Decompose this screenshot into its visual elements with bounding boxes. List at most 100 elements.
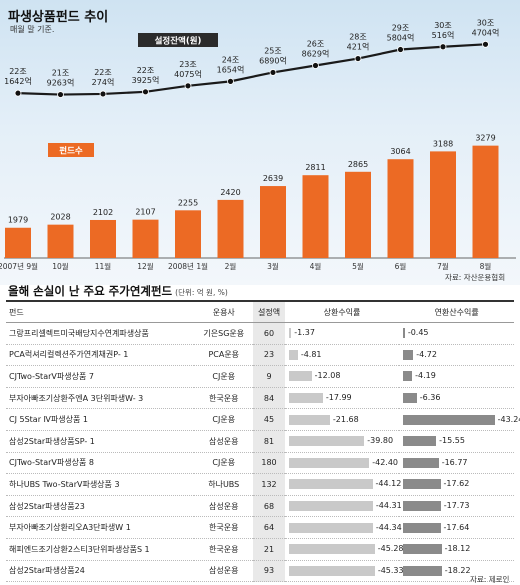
annualized-bar: [403, 501, 441, 512]
bar: [387, 159, 414, 258]
table-row: 부자아빠조기상환리오A3단파생W 1 한국운용 64 -44.34 -17.64: [6, 516, 514, 539]
bar-track: -6.36: [399, 392, 514, 404]
return-value-label: -4.81: [300, 349, 322, 359]
bar: [302, 175, 329, 258]
line-value-label: 22조: [137, 66, 155, 75]
line-value-label: 8629억: [302, 49, 330, 59]
bar-track: -17.64: [399, 522, 514, 534]
table-row: 해피엔드조기상환2스티3단위파생상품S 1 한국운용 21 -45.28 -18.12: [6, 538, 514, 561]
line-value-label: 9263억: [47, 78, 75, 88]
return-bar: [288, 501, 373, 512]
line-point: [227, 77, 234, 85]
bar-track: -17.99: [285, 392, 400, 404]
table-header-row: 펀드 운용사 설정액 상환수익률 연환산수익률: [6, 300, 514, 323]
return-bar: [288, 349, 298, 360]
return-bar: [288, 371, 312, 382]
header-return: 상환수익률: [284, 300, 400, 323]
company-cell: 한국운용: [194, 387, 254, 410]
size-cell: 23: [253, 344, 285, 367]
return-cell: -39.80: [284, 430, 400, 453]
line-point: [184, 82, 192, 90]
bar-value-label: 2107: [135, 208, 155, 217]
bar-track: -44.31: [285, 500, 402, 512]
fund-name-cell: CJTwo-StarV파생상품 7: [6, 365, 195, 388]
bar-track: -4.81: [285, 349, 400, 361]
return-cell: -12.08: [284, 365, 400, 388]
fund-name-cell: 부자아빠조기상환리오A3단파생W 1: [6, 516, 195, 539]
annualized-value-label: -18.22: [444, 565, 471, 575]
annualized-bar: [403, 565, 442, 576]
line-value-label: 30조: [477, 18, 495, 27]
bar-track: -12.08: [285, 370, 400, 382]
bar-track: -44.12: [285, 478, 401, 490]
return-cell: -45.33: [284, 560, 404, 583]
size-cell: 132: [253, 473, 285, 496]
bar-value-label: 2102: [93, 208, 113, 217]
bar: [430, 151, 456, 258]
return-value-label: -45.28: [377, 544, 404, 554]
return-cell: -21.68: [284, 408, 400, 431]
line-point: [354, 55, 362, 62]
bar: [47, 224, 74, 258]
size-cell: 180: [253, 452, 285, 475]
size-cell: 21: [253, 538, 285, 561]
x-tick-label: 8월: [480, 261, 492, 271]
return-value-label: -1.37: [294, 328, 315, 338]
annualized-bar: [403, 544, 442, 555]
line-value-label: 28조: [349, 33, 367, 42]
bar-legend-box: [48, 143, 94, 157]
return-bar: [288, 393, 323, 404]
annualized-bar: [403, 414, 495, 425]
company-cell: 기은SG운용: [194, 322, 254, 345]
bar-track: -4.72: [399, 349, 514, 361]
line-value-label: 26조: [307, 40, 325, 49]
fund-name-cell: CJ 5Star Ⅳ파생상품 1: [6, 408, 195, 431]
line-point: [269, 69, 277, 76]
line-value-label: 25조: [264, 46, 282, 55]
loss-fund-table: 펀드 운용사 설정액 상환수익률 연환산수익률 그랑프리셀렉트미국배당지수연계파…: [6, 300, 520, 583]
return-value-label: -12.08: [314, 371, 341, 381]
fund-name-cell: 그랑프리셀렉트미국배당지수연계파생상품: [6, 322, 195, 345]
size-cell: 93: [253, 560, 285, 583]
company-cell: 하나UBS: [194, 473, 254, 496]
line-value-label: 24조: [222, 55, 240, 64]
line-value-label: 516억: [432, 30, 455, 40]
size-cell: 64: [253, 516, 285, 539]
bar-track: -39.80: [285, 435, 400, 447]
line-value-label: 274억: [92, 77, 115, 87]
table-row: PCA럭셔리컬렉션주가연계채권P- 1 PCA운용 23 -4.81 -4.72: [6, 344, 514, 367]
fund-name-cell: CJTwo-StarV파생상품 8: [6, 452, 195, 475]
return-cell: -42.40: [284, 452, 400, 475]
bar-value-label: 3064: [390, 147, 410, 156]
fund-name-cell: 부자아빠조기상환주엔A 3단위파생W- 3: [6, 387, 195, 410]
chart-title: 파생상품펀드 추이: [8, 10, 109, 25]
bar-legend-label: 펀드수: [59, 146, 83, 157]
annualized-cell: -17.64: [399, 516, 514, 539]
line-value-label: 29조: [392, 24, 410, 33]
size-cell: 60: [253, 322, 285, 345]
company-cell: 한국운용: [194, 538, 254, 561]
return-cell: -44.31: [284, 495, 402, 518]
line-value-label: 5804억: [387, 33, 415, 43]
annualized-bar: [403, 349, 414, 360]
line-point: [439, 43, 447, 51]
company-cell: PCA운용: [194, 344, 254, 367]
return-value-label: -39.80: [367, 436, 394, 446]
table-source: 자료: 제로인: [470, 575, 510, 584]
header-annualized: 연환산수익률: [399, 300, 514, 323]
table-row: CJTwo-StarV파생상품 8 CJ운용 180 -42.40 -16.77: [6, 452, 514, 475]
x-tick-label: 4월: [310, 261, 322, 271]
bar-track: -16.77: [399, 457, 514, 469]
return-bar: [288, 522, 373, 533]
bar-value-label: 2639: [263, 174, 283, 183]
company-cell: CJ운용: [194, 408, 254, 431]
annualized-cell: -15.55: [399, 430, 514, 453]
line-point: [99, 90, 107, 98]
annualized-cell: -4.72: [399, 344, 514, 367]
line-value-label: 21조: [52, 69, 70, 78]
line-point: [482, 40, 489, 48]
company-cell: 삼성운용: [194, 430, 254, 453]
annualized-bar: [403, 328, 405, 339]
table-row: 그랑프리셀렉트미국배당지수연계파생상품 기은SG운용 60 -1.37 -0.45: [6, 322, 514, 345]
table-title-text: 올해 손실이 난 주요 주가연계펀드: [8, 284, 173, 298]
